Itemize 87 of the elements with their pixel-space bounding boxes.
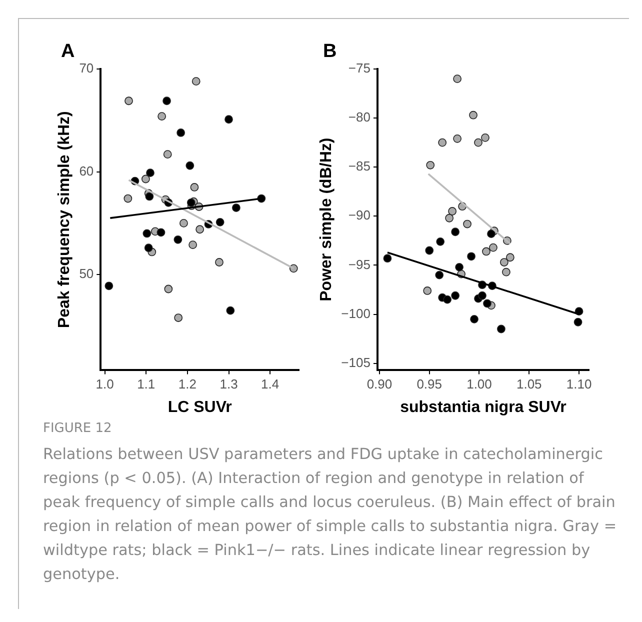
point	[192, 77, 200, 86]
point	[423, 286, 432, 295]
x-tick-label: 1.00	[466, 376, 492, 392]
point	[478, 291, 486, 300]
point	[487, 230, 496, 238]
point	[482, 247, 490, 256]
point	[174, 235, 182, 244]
y-tick-label: −85	[348, 158, 370, 174]
point	[506, 253, 514, 262]
y-tick-label: −95	[348, 256, 370, 272]
x-tick-label: 0.90	[366, 376, 392, 392]
y-tick-label: 60	[79, 163, 94, 178]
point	[443, 295, 452, 304]
point	[438, 138, 447, 147]
y-tick-label: −105	[341, 354, 370, 370]
point	[451, 291, 460, 300]
point	[474, 138, 482, 147]
point	[142, 174, 150, 184]
x-tick-label: 0.95	[416, 376, 442, 392]
point	[104, 282, 114, 290]
point	[186, 198, 196, 207]
point	[176, 128, 186, 137]
point	[146, 168, 154, 178]
chart-title: A	[61, 41, 75, 63]
y-tick-label: 50	[79, 266, 94, 282]
y-tick-label: 70	[79, 60, 94, 76]
point	[196, 225, 204, 234]
point	[469, 110, 478, 120]
point	[215, 258, 224, 266]
point	[425, 246, 434, 255]
y-tick-label: −100	[341, 306, 370, 321]
x-tick-label: 1.05	[516, 376, 542, 392]
x-tick-label: 1.10	[566, 376, 592, 392]
point	[451, 228, 460, 236]
point	[453, 74, 462, 84]
point	[467, 252, 476, 261]
x-tick-label: 1.0	[96, 376, 114, 392]
caption: FIGURE 12	[43, 421, 113, 436]
point	[502, 268, 510, 276]
point	[574, 318, 582, 326]
point	[216, 218, 224, 226]
point	[226, 306, 235, 315]
point	[224, 115, 233, 124]
point	[500, 258, 508, 266]
point	[455, 262, 464, 272]
x-tick-label: 1.1	[137, 376, 156, 392]
text: Relations between USV parameters and FDG uptake in catecholaminergic regions (p < 0.05). (A) Interaction of region and genotype in relation of peak frequency of simple calls and locus coeruleus. (B) Main effect of brain region in relation of mean power of simple calls to substantia nigra. Gray = wildtype rats; black = Pink1−/− rats. Lines indicate linear regression by genotype.	[43, 444, 618, 585]
point	[483, 299, 492, 308]
y-tick-label: −80	[348, 110, 370, 125]
point	[426, 160, 435, 170]
point	[180, 219, 188, 228]
y-tick-label: −75	[348, 60, 370, 76]
point	[445, 214, 454, 222]
point	[156, 228, 166, 237]
point	[481, 133, 490, 142]
point	[124, 194, 132, 203]
point	[162, 96, 171, 106]
point	[436, 237, 445, 246]
point	[174, 314, 183, 322]
point	[144, 244, 153, 252]
point	[453, 134, 462, 143]
point	[470, 314, 478, 324]
x-tick-label: 1.4	[261, 376, 280, 392]
y-axis-title: Power simple (dB/Hz)	[318, 138, 336, 302]
point	[448, 207, 457, 216]
point	[190, 183, 199, 192]
point	[158, 112, 166, 120]
point	[163, 150, 172, 159]
y-tick-label: −90	[348, 208, 370, 223]
point	[383, 254, 392, 263]
point	[142, 229, 152, 238]
x-axis-title: substantia nigra SUVr	[400, 398, 566, 416]
point	[186, 161, 194, 170]
point	[164, 284, 173, 294]
point	[145, 192, 154, 201]
point	[232, 204, 240, 212]
x-tick-label: 1.3	[220, 376, 238, 392]
x-tick-label: 1.2	[178, 376, 196, 392]
point	[497, 324, 506, 334]
y-axis-title: Peak frequency simple (kHz)	[56, 111, 74, 328]
chart-title: B	[323, 41, 337, 63]
x-axis-title: LC SUVr	[168, 398, 232, 416]
point	[463, 220, 472, 228]
point	[435, 270, 444, 280]
point	[124, 96, 133, 106]
point	[188, 240, 198, 249]
point	[489, 243, 498, 252]
